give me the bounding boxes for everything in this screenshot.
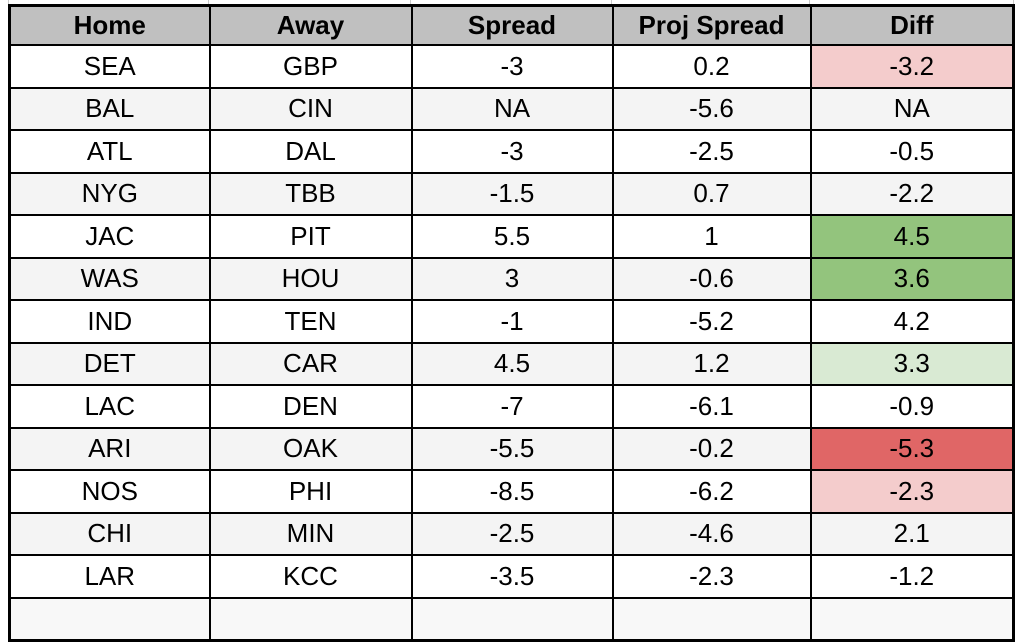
table-row: ARI OAK -5.5 -0.2 -5.3 <box>8 426 1015 471</box>
cell-spread[interactable]: -2.5 <box>410 511 614 556</box>
cell-away[interactable]: DEN <box>208 384 413 429</box>
table-body: SEA GBP -3 0.2 -3.2 BAL CIN NA -5.6 NA ATL DAL -3 -2.… <box>8 44 1015 641</box>
cell-spread[interactable]: -3.5 <box>410 554 614 599</box>
cell-proj-spread[interactable]: 1 <box>611 214 812 259</box>
cell-home[interactable]: IND <box>8 299 211 344</box>
cell-proj-spread[interactable]: -5.2 <box>611 299 812 344</box>
cell-spread[interactable]: -5.5 <box>410 426 614 471</box>
cell-away[interactable]: PIT <box>208 214 413 259</box>
cell-home[interactable]: DET <box>8 341 211 386</box>
cell-away[interactable]: PHI <box>208 469 413 514</box>
cell-proj-spread[interactable]: 0.2 <box>611 44 812 89</box>
cell-away[interactable]: CAR <box>208 341 413 386</box>
cell-away[interactable]: MIN <box>208 511 413 556</box>
gridline-stub <box>809 0 810 5</box>
cell-away[interactable]: KCC <box>208 554 413 599</box>
cell-home[interactable]: CHI <box>8 511 211 556</box>
cell-spread[interactable]: NA <box>410 86 614 131</box>
gridline-stub <box>611 0 612 5</box>
cell-proj-spread[interactable]: -2.5 <box>611 129 812 174</box>
cell-spread[interactable]: -8.5 <box>410 469 614 514</box>
cell-proj-spread[interactable]: -4.6 <box>611 511 812 556</box>
cell-diff[interactable]: -2.3 <box>809 469 1015 514</box>
cell-away[interactable]: CIN <box>208 86 413 131</box>
cell-empty[interactable] <box>8 596 211 641</box>
cell-diff[interactable]: 3.6 <box>809 256 1015 301</box>
cell-proj-spread[interactable]: -2.3 <box>611 554 812 599</box>
cell-proj-spread[interactable]: -6.1 <box>611 384 812 429</box>
column-header-spread[interactable]: Spread <box>410 4 614 46</box>
table-row: NOS PHI -8.5 -6.2 -2.3 <box>8 469 1015 514</box>
cell-home[interactable]: NYG <box>8 171 211 216</box>
cell-spread[interactable]: -3 <box>410 44 614 89</box>
spreads-table: Home Away Spread Proj Spread Diff SEA GBP… <box>8 4 1015 642</box>
cell-home[interactable]: JAC <box>8 214 211 259</box>
table-row: IND TEN -1 -5.2 4.2 <box>8 299 1015 344</box>
column-header-away[interactable]: Away <box>208 4 413 46</box>
cell-away[interactable]: TEN <box>208 299 413 344</box>
cell-away[interactable]: GBP <box>208 44 413 89</box>
cell-empty[interactable] <box>208 596 413 641</box>
cell-home[interactable]: ARI <box>8 426 211 471</box>
cell-diff[interactable]: -5.3 <box>809 426 1015 471</box>
cell-away[interactable]: OAK <box>208 426 413 471</box>
cell-empty[interactable] <box>809 596 1015 641</box>
partial-row <box>8 596 1015 641</box>
table-row: NYG TBB -1.5 0.7 -2.2 <box>8 171 1015 216</box>
cell-diff[interactable]: 4.2 <box>809 299 1015 344</box>
cell-diff[interactable]: -3.2 <box>809 44 1015 89</box>
cell-away[interactable]: TBB <box>208 171 413 216</box>
cell-home[interactable]: BAL <box>8 86 211 131</box>
cell-diff[interactable]: -1.2 <box>809 554 1015 599</box>
cell-diff[interactable]: 3.3 <box>809 341 1015 386</box>
cell-spread[interactable]: -1 <box>410 299 614 344</box>
table-row: CHI MIN -2.5 -4.6 2.1 <box>8 511 1015 556</box>
cell-spread[interactable]: 5.5 <box>410 214 614 259</box>
cell-spread[interactable]: -1.5 <box>410 171 614 216</box>
cell-proj-spread[interactable]: -5.6 <box>611 86 812 131</box>
table-row: WAS HOU 3 -0.6 3.6 <box>8 256 1015 301</box>
cell-home[interactable]: NOS <box>8 469 211 514</box>
cell-empty[interactable] <box>611 596 812 641</box>
column-header-diff[interactable]: Diff <box>809 4 1015 46</box>
gridline-stub <box>208 0 209 5</box>
cell-diff[interactable]: 2.1 <box>809 511 1015 556</box>
cell-proj-spread[interactable]: 1.2 <box>611 341 812 386</box>
cell-home[interactable]: SEA <box>8 44 211 89</box>
cell-proj-spread[interactable]: -6.2 <box>611 469 812 514</box>
cell-diff[interactable]: -0.9 <box>809 384 1015 429</box>
cell-spread[interactable]: -3 <box>410 129 614 174</box>
gridline-stub <box>1013 0 1014 5</box>
gridline-stub <box>8 0 9 5</box>
cell-home[interactable]: LAC <box>8 384 211 429</box>
table-row: JAC PIT 5.5 1 4.5 <box>8 214 1015 259</box>
column-header-proj-spread[interactable]: Proj Spread <box>611 4 812 46</box>
cell-home[interactable]: ATL <box>8 129 211 174</box>
cell-diff[interactable]: 4.5 <box>809 214 1015 259</box>
table-row: DET CAR 4.5 1.2 3.3 <box>8 341 1015 386</box>
cell-away[interactable]: DAL <box>208 129 413 174</box>
table-row: ATL DAL -3 -2.5 -0.5 <box>8 129 1015 174</box>
cell-proj-spread[interactable]: -0.2 <box>611 426 812 471</box>
cell-diff[interactable]: -0.5 <box>809 129 1015 174</box>
cell-home[interactable]: WAS <box>8 256 211 301</box>
cell-diff[interactable]: NA <box>809 86 1015 131</box>
cell-home[interactable]: LAR <box>8 554 211 599</box>
table-row: BAL CIN NA -5.6 NA <box>8 86 1015 131</box>
cell-spread[interactable]: 4.5 <box>410 341 614 386</box>
cell-empty[interactable] <box>410 596 614 641</box>
header-row: Home Away Spread Proj Spread Diff <box>8 4 1015 46</box>
cell-proj-spread[interactable]: 0.7 <box>611 171 812 216</box>
cell-spread[interactable]: -7 <box>410 384 614 429</box>
cell-proj-spread[interactable]: -0.6 <box>611 256 812 301</box>
cell-away[interactable]: HOU <box>208 256 413 301</box>
cell-diff[interactable]: -2.2 <box>809 171 1015 216</box>
table-header: Home Away Spread Proj Spread Diff <box>8 4 1015 46</box>
table-row: LAC DEN -7 -6.1 -0.9 <box>8 384 1015 429</box>
table-row: SEA GBP -3 0.2 -3.2 <box>8 44 1015 89</box>
table-row: LAR KCC -3.5 -2.3 -1.2 <box>8 554 1015 599</box>
gridline-stub <box>410 0 411 5</box>
column-header-home[interactable]: Home <box>8 4 211 46</box>
cell-spread[interactable]: 3 <box>410 256 614 301</box>
